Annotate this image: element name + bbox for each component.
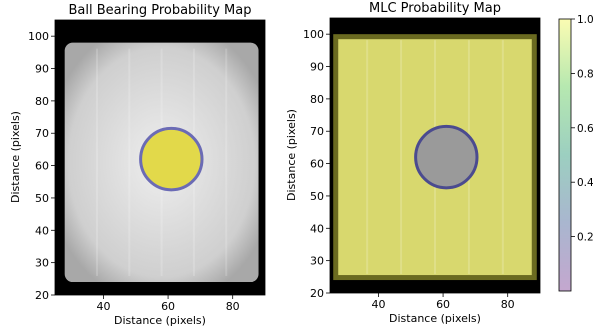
x-axis-label: Distance (pixels) [114,314,206,327]
y-tick-label: 80 [310,93,324,106]
colorbar-gradient [558,18,572,292]
ball-bearing-axes: 40 60 80 20 30 40 50 60 70 80 90 100 [28,19,266,313]
y-tick-label: 80 [35,95,49,108]
chart-title: MLC Probability Map [369,1,501,16]
chart-title: Ball Bearing Probability Map [69,3,252,18]
mlc-heatmap [333,34,537,281]
y-axis-label: Distance (pixels) [285,109,298,201]
colorbar-ticks: 0.2 0.4 0.6 0.8 1.0 [571,14,593,244]
x-tick-label: 60 [436,298,450,311]
y-tick-label: 30 [35,257,49,270]
ball-bearing-panel: Ball Bearing Probability Map 40 60 8020304… [9,3,266,327]
mlc-panel: MLC Probability Map 40 60 80 20 30 40 50 60 70 80… [285,1,541,325]
y-tick-label: 70 [310,125,324,138]
y-tick-label: 100 [303,28,324,41]
ball-bearing-circle [139,126,204,192]
y-tick-label: 20 [310,287,324,300]
mlc-axes: 40 60 80 20 30 40 50 60 70 80 90 100 [303,17,541,311]
y-tick-label: 50 [310,190,324,203]
axes-frame [54,19,266,296]
x-tick-label: 80 [501,298,515,311]
colorbar-tick-label: 0.6 [577,123,593,135]
colorbar-tick-label: 0.4 [577,177,593,189]
axes-frame [329,17,541,294]
y-tick-label: 50 [35,192,49,205]
y-tick-label: 60 [310,158,324,171]
colorbar-tick-label: 0.2 [577,232,593,244]
y-tick-label: 60 [35,160,49,173]
colorbar-tick-label: 1.0 [577,14,593,26]
y-tick-label: 30 [310,255,324,268]
x-tick-label: 40 [371,298,385,311]
y-tick-label: 70 [35,127,49,140]
colorbar: 0.2 0.4 0.6 0.8 1.0 [558,14,593,292]
y-axis-label: Distance (pixels) [9,111,22,203]
x-tick-label: 60 [161,300,175,313]
y-tick-label: 40 [35,224,49,237]
y-tick-label: 90 [310,61,324,74]
y-tick-label: 20 [35,289,49,302]
y-tick-label: 100 [28,30,49,43]
y-tick-label: 90 [35,63,49,76]
ball-bearing-heatmap [64,42,259,283]
ball-bearing-circle [414,124,479,190]
colorbar-tick-label: 0.8 [577,68,593,80]
y-tick-label: 40 [310,222,324,235]
x-tick-label: 40 [96,300,110,313]
x-axis-label: Distance (pixels) [389,312,481,325]
x-tick-label: 80 [226,300,240,313]
